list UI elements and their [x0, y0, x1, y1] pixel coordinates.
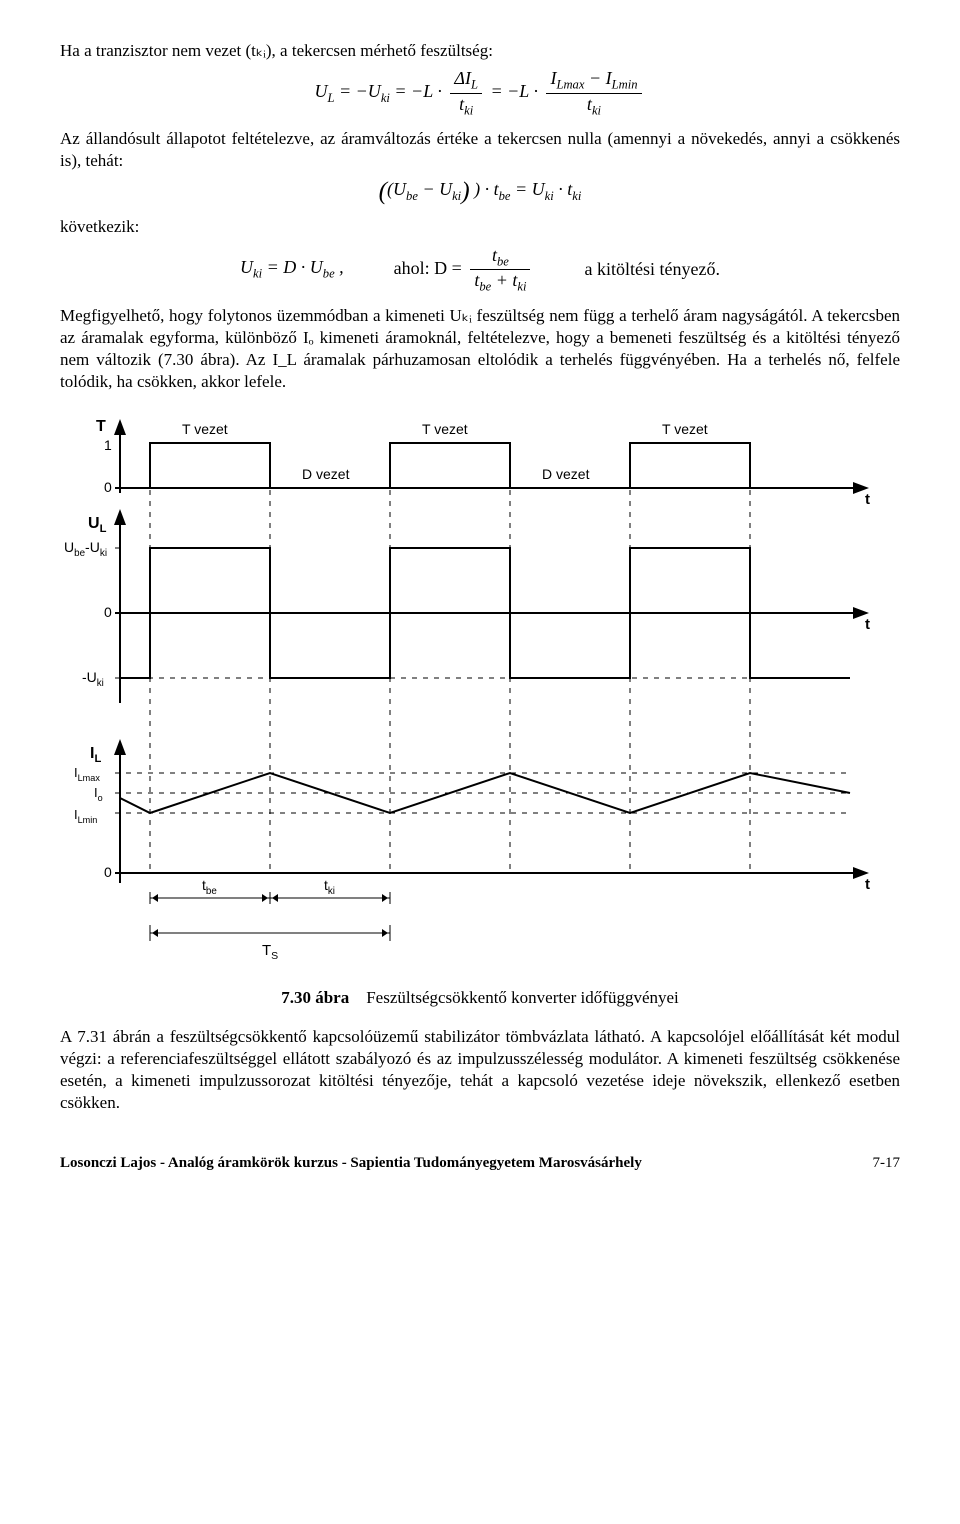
equation-1: UL = −Uki = −L · ΔIL tki = −L · ILmax − … [60, 68, 900, 118]
svg-text:-Uki: -Uki [82, 669, 104, 689]
figure-caption: 7.30 ábra Feszültségcsökkentő konverter … [60, 988, 900, 1008]
svg-text:t: t [865, 876, 870, 893]
svg-text:Io: Io [94, 785, 103, 803]
svg-text:TS: TS [262, 942, 278, 962]
paragraph-5: Megfigyelhető, hogy folytonos üzemmódban… [60, 305, 900, 393]
paragraph-3: következik: [60, 216, 900, 238]
svg-text:T vezet: T vezet [662, 421, 708, 437]
svg-text:ILmin: ILmin [74, 807, 97, 825]
svg-text:tki: tki [324, 877, 335, 897]
svg-text:1: 1 [104, 437, 112, 453]
svg-text:t: t [865, 491, 870, 508]
svg-text:T vezet: T vezet [422, 421, 468, 437]
svg-text:UL: UL [88, 515, 107, 535]
svg-text:0: 0 [104, 479, 112, 495]
figure-7-30: T 1 0 t T vezet T vezet T vezet D vezet D vezet U… [60, 413, 900, 978]
svg-text:0: 0 [104, 604, 112, 620]
equation-2: ((Ube − Uki) ) · tbe = Uki · tki [60, 178, 900, 206]
svg-text:t: t [865, 616, 870, 633]
svg-text:ILmax: ILmax [74, 765, 100, 783]
paragraph-2: Az állandósult állapotot feltételezve, a… [60, 128, 900, 172]
svg-text:D vezet: D vezet [302, 466, 350, 482]
paragraph-6: A 7.31 ábrán a feszültségcsökkentő kapcs… [60, 1026, 900, 1114]
svg-text:IL: IL [90, 745, 101, 765]
page-footer: Losonczi Lajos - Analóg áramkörök kurzus… [60, 1155, 900, 1172]
svg-text:T vezet: T vezet [182, 421, 228, 437]
svg-text:Ube-Uki: Ube-Uki [64, 539, 107, 559]
footer-left: Losonczi Lajos - Analóg áramkörök kurzus… [60, 1155, 642, 1172]
footer-page-number: 7-17 [873, 1155, 901, 1172]
paragraph-1: Ha a tranzisztor nem vezet (tₖᵢ), a teke… [60, 40, 900, 62]
svg-text:T: T [96, 418, 106, 435]
equation-3: Uki = D · Ube , ahol: D = tbe tbe + tki … [60, 245, 900, 295]
svg-text:0: 0 [104, 864, 112, 880]
svg-text:D vezet: D vezet [542, 466, 590, 482]
svg-text:tbe: tbe [202, 877, 217, 897]
